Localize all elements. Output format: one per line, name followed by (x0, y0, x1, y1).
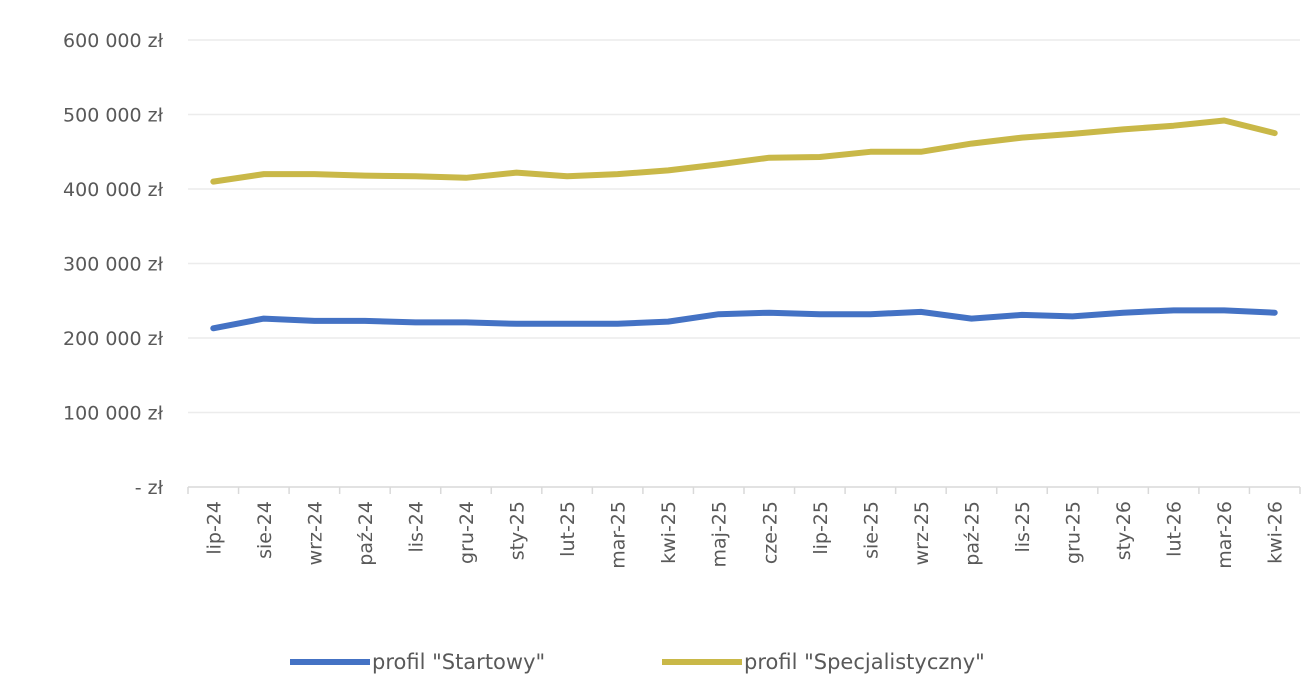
x-tick-label: paź-25 (961, 501, 983, 566)
series-line-startowy (210, 307, 1278, 332)
x-tick-label: lut-25 (557, 501, 579, 557)
y-tick-label: 600 000 zł (63, 30, 164, 52)
y-tick-label: 200 000 zł (63, 328, 164, 350)
x-tick-label: sie-25 (860, 501, 882, 559)
legend-label: profil "Specjalistyczny" (744, 650, 985, 674)
legend: profil "Startowy" profil "Specjalistyczny… (290, 650, 985, 674)
x-tick-label: mar-26 (1214, 501, 1236, 569)
x-tick-label: lis-24 (405, 501, 427, 553)
gridlines (188, 39, 1300, 414)
y-tick-label: 500 000 zł (63, 105, 164, 127)
y-axis: - zł 100 000 zł 200 000 zł 300 000 zł 400 00… (63, 30, 164, 499)
x-tick-label: kwi-26 (1265, 501, 1287, 564)
x-tick-label: gru-25 (1063, 501, 1085, 564)
y-tick-label: 100 000 zł (63, 403, 164, 425)
x-tick-label: mar-25 (608, 501, 630, 569)
x-tick-label: lut-26 (1164, 501, 1186, 557)
x-tick-label: wrz-25 (911, 501, 933, 565)
y-tick-label: 300 000 zł (63, 254, 164, 276)
x-tick-label: lis-25 (1012, 501, 1034, 553)
x-tick-label: cze-25 (759, 501, 781, 564)
x-tick-label: sie-24 (254, 501, 276, 559)
x-tick-label: wrz-24 (304, 501, 326, 565)
x-tick-label: kwi-25 (658, 501, 680, 564)
x-axis: lip-24 sie-24 wrz-24 paź-24 lis-24 gru-24 sty-… (187, 486, 1301, 569)
x-tick-label: sty-25 (507, 501, 529, 560)
x-tick-label: paź-24 (355, 501, 377, 566)
x-tick-label: gru-24 (456, 501, 478, 564)
x-tick-label: lip-24 (203, 501, 225, 555)
legend-label: profil "Startowy" (372, 650, 545, 674)
x-tick-label: maj-25 (709, 501, 731, 567)
x-tick-label: lip-25 (810, 501, 832, 555)
series-lines (210, 117, 1278, 332)
series-line-specjalistyczny (210, 117, 1278, 185)
y-tick-label: 400 000 zł (63, 179, 164, 201)
x-tick-label: sty-26 (1113, 501, 1135, 560)
y-tick-label: - zł (135, 477, 164, 499)
